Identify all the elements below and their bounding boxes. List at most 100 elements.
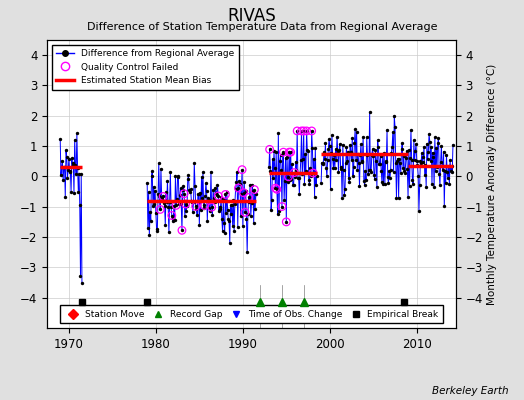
Point (204, 197, 213, 204)
Point (247, 200, 256, 206)
Point (188, 199, 196, 205)
Point (247, 213, 255, 220)
Point (161, 221, 169, 228)
Point (230, 227, 238, 234)
Point (338, 195, 346, 201)
Point (266, 168, 275, 174)
Point (244, 211, 252, 218)
Point (302, 168, 310, 175)
Point (370, 176, 379, 182)
Point (320, 149, 328, 156)
Point (307, 173, 315, 179)
Point (74, 188, 82, 195)
Point (228, 223, 237, 230)
Point (243, 249, 252, 256)
Point (184, 172, 193, 178)
Point (207, 168, 215, 175)
Point (199, 169, 207, 175)
Point (276, 152, 285, 158)
Point (323, 173, 331, 180)
Point (185, 186, 193, 193)
Point (312, 172, 321, 179)
Point (168, 217, 177, 224)
Point (239, 190, 248, 196)
Point (269, 175, 277, 182)
Point (368, 152, 376, 158)
Point (58, 164, 66, 170)
Point (225, 218, 233, 225)
Point (439, 167, 447, 173)
Point (304, 148, 312, 154)
Point (180, 190, 188, 197)
Point (359, 133, 367, 140)
Point (412, 157, 421, 164)
Point (353, 128, 361, 135)
Point (322, 164, 330, 171)
Point (437, 142, 445, 149)
Point (310, 193, 319, 200)
Point (305, 180, 314, 187)
Point (226, 202, 235, 208)
Point (189, 209, 197, 215)
Point (208, 204, 216, 210)
Point (359, 177, 368, 184)
Point (401, 170, 409, 176)
Point (217, 216, 226, 222)
Point (294, 175, 303, 181)
Point (329, 165, 337, 172)
Point (75, 171, 83, 177)
Point (56, 136, 64, 142)
Point (68, 155, 76, 161)
Point (168, 212, 176, 219)
Point (238, 166, 246, 173)
Point (358, 158, 367, 164)
Point (364, 171, 373, 177)
Point (195, 222, 203, 228)
Point (248, 182, 256, 188)
Point (143, 180, 151, 186)
Point (279, 149, 288, 155)
Point (196, 207, 205, 213)
Point (169, 215, 178, 221)
Point (280, 197, 288, 203)
Point (66, 168, 74, 174)
Point (155, 160, 163, 166)
Point (228, 202, 236, 208)
Point (238, 222, 247, 229)
Point (340, 192, 348, 198)
Point (288, 161, 296, 167)
Point (187, 186, 195, 192)
Text: Difference of Station Temperature Data from Regional Average: Difference of Station Temperature Data f… (87, 22, 437, 32)
Point (351, 126, 359, 132)
Point (63, 174, 72, 181)
Point (181, 201, 190, 207)
Point (176, 185, 184, 192)
Point (246, 182, 254, 188)
Point (379, 180, 388, 187)
Point (430, 184, 439, 190)
Point (192, 203, 200, 210)
Point (425, 131, 433, 137)
Point (388, 144, 396, 150)
Point (242, 188, 250, 194)
Point (310, 156, 318, 162)
Point (311, 145, 320, 151)
Point (162, 199, 171, 206)
Point (414, 208, 423, 214)
Point (403, 166, 411, 172)
Point (350, 140, 358, 146)
Point (233, 169, 241, 175)
Point (289, 182, 298, 188)
Point (293, 128, 301, 134)
Point (416, 158, 424, 164)
Point (268, 197, 276, 204)
Point (171, 172, 180, 179)
Point (391, 124, 399, 130)
Point (270, 148, 278, 154)
Point (146, 208, 154, 215)
Point (179, 182, 188, 189)
Point (323, 157, 332, 163)
Point (238, 166, 246, 173)
Point (397, 170, 405, 176)
Point (365, 109, 374, 115)
